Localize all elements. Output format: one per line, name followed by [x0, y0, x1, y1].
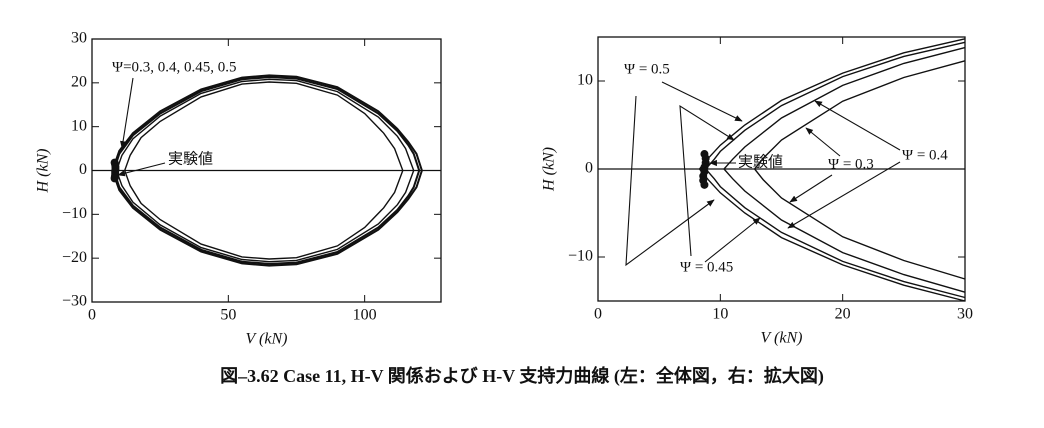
leader-arrow	[117, 162, 166, 177]
y-tick-label: 30	[71, 30, 87, 47]
leader-arrow	[679, 104, 735, 257]
annotation: Ψ=0.3, 0.4, 0.45, 0.5	[112, 59, 237, 75]
leader-arrow	[661, 81, 743, 122]
x-axis-label: V (kN)	[246, 331, 288, 348]
curve	[112, 76, 421, 265]
x-tick-label: 50	[220, 307, 236, 324]
curve	[753, 60, 966, 280]
curve	[115, 78, 415, 263]
leader-arrow	[805, 127, 841, 157]
y-axis-label: H (kN)	[35, 149, 52, 194]
y-tick-label: −20	[62, 249, 87, 266]
y-tick-label: 20	[71, 74, 87, 91]
plot: 0 50 100 −30 −20 −10 0 10 20 30 V (kN) H (kN) Ψ=0.3,…	[35, 30, 442, 348]
experiment-point	[110, 174, 119, 183]
curve	[124, 81, 404, 260]
curve	[723, 46, 966, 293]
y-tick-label: 0	[79, 161, 87, 178]
curve	[111, 74, 423, 267]
x-tick-label: 100	[353, 307, 377, 324]
annotation: Ψ = 0.3	[828, 156, 874, 172]
x-tick-label: 0	[594, 306, 602, 323]
y-axis-label: H (kN)	[541, 147, 558, 192]
annotation: 実験値	[738, 153, 783, 170]
x-axis-label: V (kN)	[761, 330, 803, 347]
y-tick-label: 10	[577, 72, 593, 89]
annotation: Ψ = 0.5	[624, 61, 670, 77]
leader-arrow	[625, 95, 715, 267]
x-tick-label: 20	[835, 306, 851, 323]
figure-caption: 図–3.62 Case 11, H-V 関係および H-V 支持力曲線 (左：全…	[220, 365, 824, 387]
x-tick-label: 30	[957, 306, 973, 323]
x-tick-label: 10	[712, 306, 728, 323]
leader-arrow	[814, 100, 901, 151]
plot: 0 10 20 30 −10 0 10 V (kN) H (kN) Ψ = 0.5 Ψ = 0.45…	[541, 36, 973, 347]
y-tick-label: 0	[585, 160, 593, 177]
y-tick-label: −30	[62, 293, 87, 310]
leader-arrow	[704, 217, 761, 263]
leader-arrow	[789, 174, 833, 203]
curve	[698, 38, 966, 302]
y-tick-label: 10	[71, 117, 87, 134]
x-tick-label: 0	[88, 307, 96, 324]
annotation: 実験値	[168, 150, 213, 167]
y-tick-label: −10	[568, 248, 593, 265]
leader-arrow	[787, 161, 901, 229]
annotation: Ψ = 0.45	[680, 259, 733, 275]
experiment-point	[700, 180, 709, 189]
leader-arrow	[120, 77, 134, 149]
y-tick-label: −10	[62, 205, 87, 222]
annotation: Ψ = 0.4	[902, 147, 948, 163]
